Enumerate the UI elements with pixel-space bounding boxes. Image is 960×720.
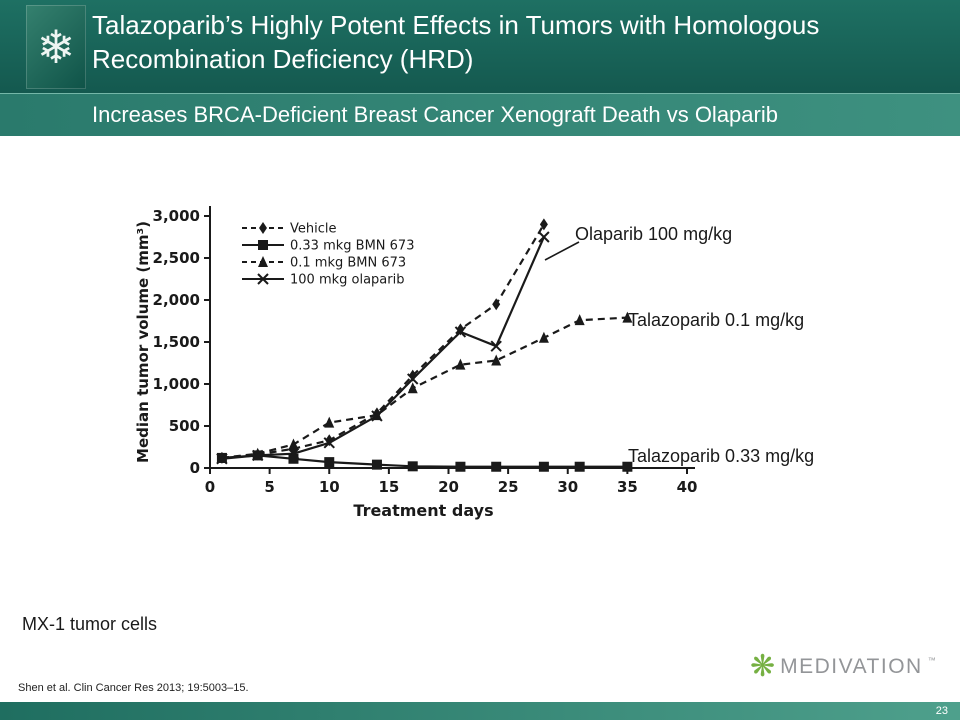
cell-line-label: MX-1 tumor cells: [22, 614, 158, 634]
svg-text:35: 35: [617, 478, 638, 496]
series-100-mkg-olaparib: [216, 231, 550, 465]
svg-text:Treatment days: Treatment days: [353, 501, 493, 520]
svg-text:5: 5: [264, 478, 274, 496]
svg-text:500: 500: [169, 417, 200, 435]
medivation-wordmark: MEDIVATION: [780, 655, 923, 678]
medivation-logo: ❋ MEDIVATION ™: [750, 652, 936, 682]
svg-text:100 mkg olaparib: 100 mkg olaparib: [290, 273, 404, 288]
footer-bar: 23: [0, 702, 960, 720]
chart-region: 0 5 10 15 20 25 30 35 40 0 500 1,000 1,500 2,000 2,500…: [132, 198, 712, 543]
svg-text:3,000: 3,000: [153, 207, 200, 225]
page-title: Talazoparib’s Highly Potent Effects in T…: [92, 10, 820, 74]
header-bar: Talazoparib’s Highly Potent Effects in T…: [0, 0, 960, 93]
olaparib-annotation-leader-line: [544, 241, 580, 261]
citation: Shen et al. Clin Cancer Res 2013; 19:500…: [18, 682, 249, 694]
svg-text:Vehicle: Vehicle: [290, 222, 337, 237]
svg-text:40: 40: [677, 478, 698, 496]
svg-text:0.1 mkg BMN 673: 0.1 mkg BMN 673: [290, 256, 406, 271]
page-number: 23: [935, 705, 948, 717]
svg-text:15: 15: [378, 478, 399, 496]
svg-text:20: 20: [438, 478, 459, 496]
svg-text:2,000: 2,000: [153, 291, 200, 309]
subtitle-bar: Increases BRCA-Deficient Breast Cancer X…: [0, 93, 960, 136]
slide-subtitle: Increases BRCA-Deficient Breast Cancer X…: [92, 102, 778, 127]
svg-text:0: 0: [205, 478, 215, 496]
svg-text:10: 10: [319, 478, 340, 496]
snowflake-icon: ❄: [36, 21, 76, 73]
starburst-icon: ❋: [750, 650, 776, 683]
tumor-volume-chart: 0 5 10 15 20 25 30 35 40 0 500 1,000 1,500 2,000 2,500…: [134, 206, 697, 520]
svg-text:1,500: 1,500: [153, 333, 200, 351]
svg-text:1,000: 1,000: [153, 375, 200, 393]
svg-text:Median tumor volume (mm³): Median tumor volume (mm³): [134, 221, 152, 463]
trademark-symbol: ™: [927, 656, 936, 665]
svg-text:25: 25: [498, 478, 519, 496]
series-0-1-mkg-bmn-673: [216, 311, 633, 463]
svg-text:30: 30: [557, 478, 578, 496]
annotation-talazoparib-0-1: Talazoparib 0.1 mg/kg: [628, 310, 805, 330]
annotation-olaparib: Olaparib 100 mg/kg: [575, 224, 733, 244]
svg-text:2,500: 2,500: [153, 249, 200, 267]
svg-text:0.33 mkg BMN 673: 0.33 mkg BMN 673: [290, 239, 414, 254]
svg-text:0: 0: [190, 459, 200, 477]
annotation-talazoparib-0-33: Talazoparib 0.33 mg/kg: [628, 446, 815, 466]
company-logo-mark: ❄: [26, 5, 86, 89]
chart-legend: Vehicle 0.33 mkg BMN 673 0.1 mkg BMN 673 10…: [242, 222, 414, 288]
axes: 0 5 10 15 20 25 30 35 40 0 500 1,000 1,500 2,000 2,500…: [134, 206, 697, 520]
